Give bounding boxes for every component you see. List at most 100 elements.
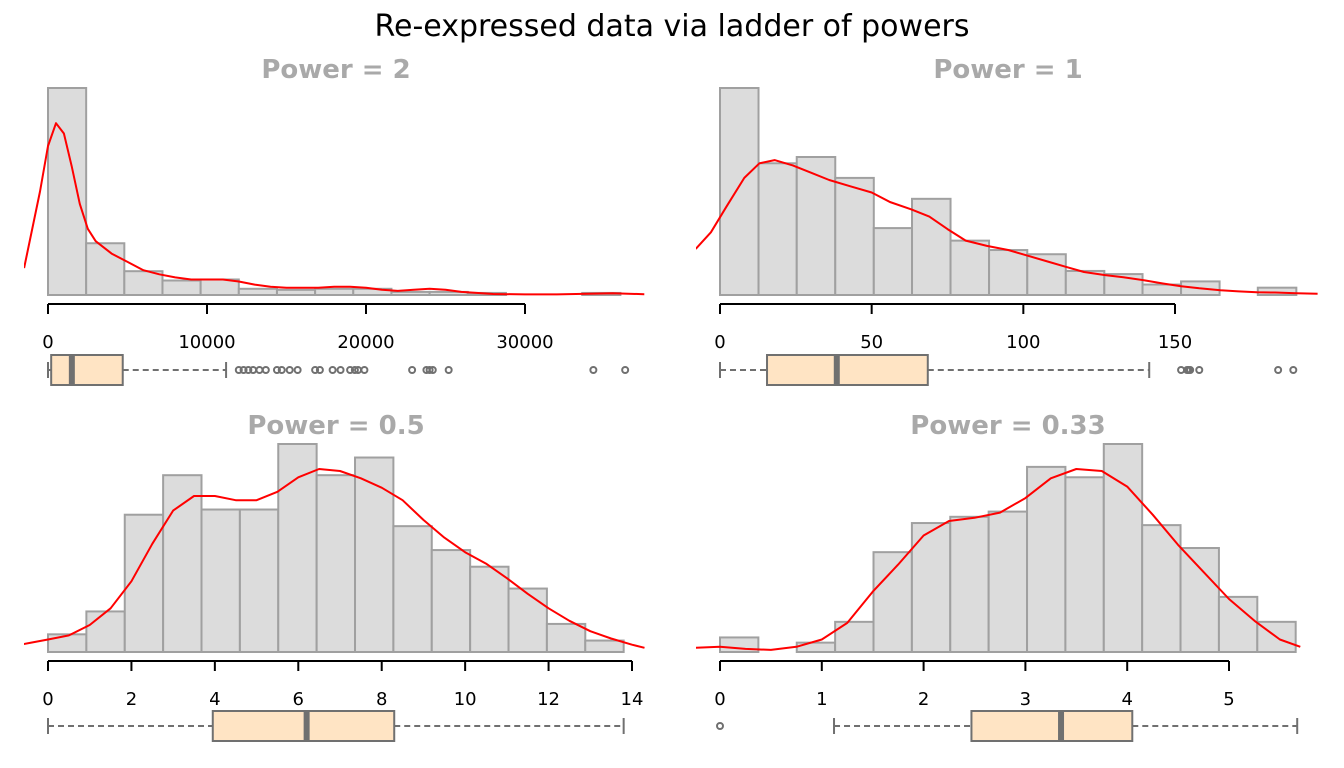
histogram-bars <box>47 443 625 654</box>
boxplot-outlier <box>277 366 286 374</box>
histogram-bar <box>390 290 431 296</box>
boxplot <box>719 354 1298 386</box>
histogram-bar <box>1217 595 1259 654</box>
boxplot-outlier <box>621 366 630 374</box>
boxplot-outlier <box>234 366 243 374</box>
histogram-bar <box>123 270 164 297</box>
histogram-bar <box>949 515 990 653</box>
histogram-bar <box>1064 476 1105 653</box>
boxplot-outlier <box>408 366 417 374</box>
histogram-bar <box>1179 547 1220 653</box>
x-tick-label: 100 <box>1006 332 1040 353</box>
histogram-bar <box>1102 443 1144 653</box>
x-tick-label: 12 <box>537 689 560 710</box>
boxplot-outlier <box>244 366 253 374</box>
boxplot <box>47 354 630 386</box>
boxplot-box <box>970 710 1134 742</box>
histogram-bar <box>719 87 760 296</box>
histogram-bar <box>507 587 548 653</box>
boxplot-box <box>50 354 124 386</box>
histogram-bar <box>237 287 278 297</box>
x-tick-label: 0 <box>42 332 53 353</box>
panel-title: Power = 2 <box>261 55 410 85</box>
histogram-bar <box>85 610 126 654</box>
boxplot-outlier <box>255 366 264 374</box>
x-tick-label: 50 <box>860 332 883 353</box>
x-tick-label: 10 <box>454 689 477 710</box>
x-axis: 0 10000 20000 30000 <box>42 303 554 353</box>
x-tick-label: 3 <box>1020 689 1031 710</box>
boxplot <box>716 710 1299 742</box>
x-tick-label: 4 <box>209 689 220 710</box>
boxplot-outlier <box>311 366 320 374</box>
density-curve <box>696 468 1301 651</box>
histogram-bar <box>834 176 875 296</box>
boxplot-outlier <box>716 722 724 730</box>
panel-power-1: Power = 1 0 50 100 150 <box>696 55 1318 386</box>
histogram-bar <box>910 522 952 653</box>
histogram-bar <box>988 249 1029 296</box>
histogram-bar <box>314 287 355 297</box>
histogram-bar <box>584 639 625 653</box>
boxplot-outlier <box>589 366 598 374</box>
histogram-bar <box>872 551 913 653</box>
histogram-bars <box>719 443 1297 654</box>
density-curve <box>24 122 645 296</box>
boxplot-outlier <box>239 366 248 374</box>
histogram-bar <box>757 162 798 296</box>
x-tick-label: 20000 <box>337 332 394 353</box>
panel-title: Power = 0.33 <box>910 411 1105 441</box>
boxplot-outlier <box>1186 366 1195 374</box>
x-tick-label: 0 <box>42 689 53 710</box>
x-axis: 0 1 2 3 4 5 <box>714 660 1235 710</box>
boxplot-outlier <box>1195 366 1204 374</box>
histogram-bar <box>430 549 472 654</box>
histogram-bar <box>392 525 433 653</box>
boxplot-outlier <box>261 366 270 374</box>
panel-power-0-33: Power = 0.33 0 1 2 3 4 5 <box>696 411 1301 742</box>
panel-power-2: Power = 2 0 10000 20000 30000 <box>24 55 645 386</box>
histogram-bar <box>199 278 240 297</box>
histogram-bar <box>47 87 88 296</box>
histogram-bar <box>200 508 241 653</box>
boxplot-outlier <box>272 366 281 374</box>
boxplot <box>47 710 625 742</box>
histogram-bar <box>949 239 991 297</box>
histogram-bar <box>315 474 357 654</box>
histogram-bar <box>85 242 126 296</box>
boxplot-outlier <box>285 366 294 374</box>
histogram-bar <box>911 197 952 296</box>
boxplot-outlier <box>336 366 345 374</box>
density-curve <box>24 468 645 649</box>
boxplot-outlier <box>425 366 434 374</box>
histogram-bar <box>277 443 318 653</box>
histogram-bars <box>719 87 1298 297</box>
boxplot-outlier <box>346 366 355 374</box>
boxplot-outlier <box>428 366 437 374</box>
density-curve <box>696 159 1318 295</box>
histogram-bars <box>47 87 622 297</box>
panel-title: Power = 1 <box>933 55 1082 85</box>
histogram-bar <box>275 288 317 297</box>
histogram-bar <box>161 279 202 297</box>
histogram-bar <box>47 633 88 654</box>
histogram-bar <box>545 622 587 653</box>
histogram-bar <box>872 227 914 296</box>
boxplot-outlier <box>350 366 359 374</box>
histogram-bar <box>354 456 395 653</box>
x-tick-label: 2 <box>126 689 137 710</box>
x-tick-label: 150 <box>1158 332 1192 353</box>
boxplot-outlier <box>328 366 337 374</box>
x-tick-label: 10000 <box>178 332 235 353</box>
x-tick-label: 1 <box>816 689 827 710</box>
boxplot-outlier <box>293 366 302 374</box>
boxplot-outlier <box>249 366 258 374</box>
x-tick-label: 14 <box>621 689 644 710</box>
x-axis: 0 50 100 150 <box>714 303 1192 353</box>
boxplot-outlier <box>1274 366 1283 374</box>
histogram-bar <box>1141 524 1182 653</box>
x-tick-label: 6 <box>293 689 304 710</box>
boxplot-outlier <box>360 366 369 374</box>
boxplot-box <box>211 710 396 742</box>
